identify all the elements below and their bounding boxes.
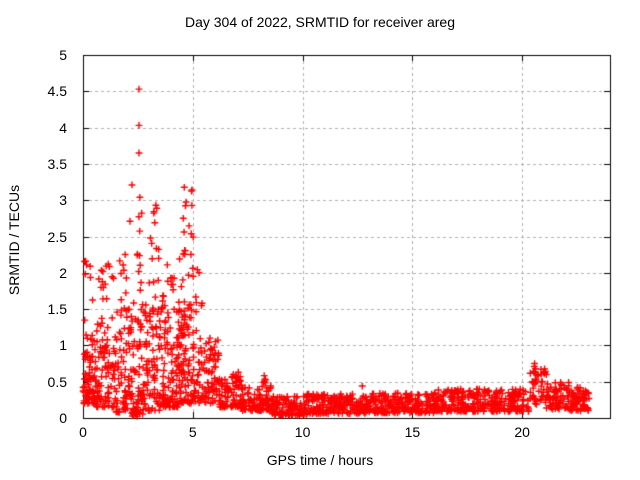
y-tick-label: 2 <box>59 264 67 281</box>
x-tick-label: 10 <box>294 424 311 440</box>
y-tick-label: 0.5 <box>47 373 67 390</box>
chart-title: Day 304 of 2022, SRMTID for receiver are… <box>184 14 455 30</box>
y-tick-label: 4.5 <box>47 83 67 100</box>
y-tick-label: 3 <box>59 192 67 209</box>
y-tick-label: 0 <box>59 410 67 426</box>
x-tick-label: 0 <box>79 424 87 440</box>
y-tick-label: 4 <box>59 119 67 136</box>
x-tick-label: 5 <box>188 424 197 440</box>
x-tick-label: 15 <box>404 424 421 440</box>
y-tick-label: 1 <box>59 337 67 354</box>
x-tick-label: 20 <box>514 424 530 440</box>
x-axis-label: GPS time / hours <box>266 452 374 468</box>
y-tick-label: 3.5 <box>47 155 67 172</box>
y-tick-label: 1.5 <box>47 301 67 318</box>
y-tick-label: 5 <box>59 47 67 63</box>
y-tick-label: 2.5 <box>47 228 67 245</box>
